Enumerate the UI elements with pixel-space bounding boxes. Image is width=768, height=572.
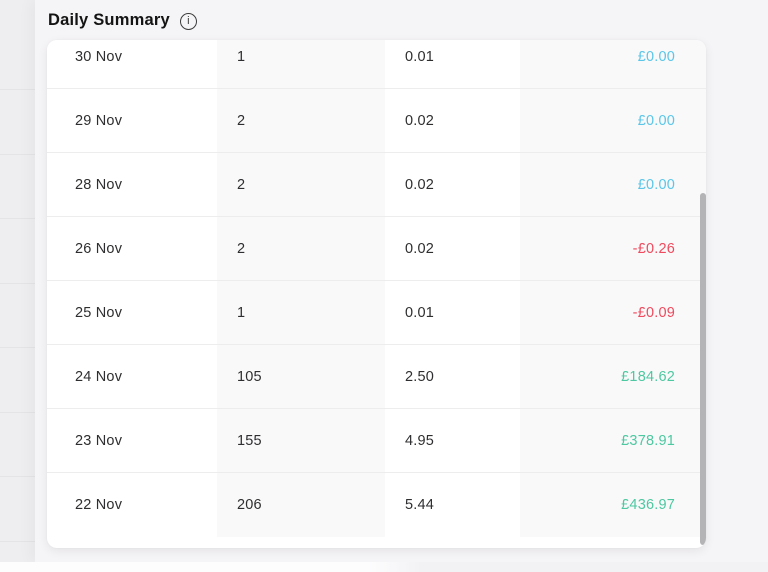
cell-count: 155 [217, 409, 385, 472]
cell-value: 0.02 [385, 217, 520, 280]
cell-count: 2 [217, 153, 385, 216]
daily-summary-card: 30 Nov 1 0.01 £0.00 29 Nov 2 0.02 £0.00 … [47, 40, 706, 548]
table-row: 28 Nov 2 0.02 £0.00 [47, 153, 706, 217]
cell-value: 0.01 [385, 281, 520, 344]
cell-value: 0.01 [385, 40, 520, 88]
cell-value: 2.50 [385, 345, 520, 408]
page-title: Daily Summary [48, 10, 170, 29]
cell-value: 0.02 [385, 153, 520, 216]
background-strip [0, 562, 768, 572]
cell-date: 26 Nov [47, 217, 217, 280]
cell-date: 30 Nov [47, 40, 217, 88]
table-row: 24 Nov 105 2.50 £184.62 [47, 345, 706, 409]
cell-amount: £184.62 [520, 345, 706, 408]
cell-amount: £0.00 [520, 89, 706, 152]
table-row: 23 Nov 155 4.95 £378.91 [47, 409, 706, 473]
daily-summary-table-body: 30 Nov 1 0.01 £0.00 29 Nov 2 0.02 £0.00 … [47, 40, 706, 537]
table-row: 30 Nov 1 0.01 £0.00 [47, 40, 706, 89]
cell-amount: £0.00 [520, 153, 706, 216]
cell-amount: £0.00 [520, 40, 706, 88]
table-row: 22 Nov 206 5.44 £436.97 [47, 473, 706, 537]
cell-date: 29 Nov [47, 89, 217, 152]
cell-amount: £436.97 [520, 473, 706, 537]
table-row: 26 Nov 2 0.02 -£0.26 [47, 217, 706, 281]
vertical-scrollbar-thumb[interactable] [700, 193, 706, 545]
table-row: 25 Nov 1 0.01 -£0.09 [47, 281, 706, 345]
cell-count: 206 [217, 473, 385, 537]
cell-date: 25 Nov [47, 281, 217, 344]
table-row: 29 Nov 2 0.02 £0.00 [47, 89, 706, 153]
cell-date: 23 Nov [47, 409, 217, 472]
cell-amount: -£0.26 [520, 217, 706, 280]
cell-amount: -£0.09 [520, 281, 706, 344]
cell-count: 105 [217, 345, 385, 408]
cell-value: 5.44 [385, 473, 520, 537]
cell-date: 24 Nov [47, 345, 217, 408]
cell-count: 1 [217, 281, 385, 344]
cell-count: 2 [217, 89, 385, 152]
cell-count: 1 [217, 40, 385, 88]
cell-count: 2 [217, 217, 385, 280]
cell-date: 28 Nov [47, 153, 217, 216]
cell-value: 4.95 [385, 409, 520, 472]
daily-summary-panel: Daily Summary i 30 Nov 1 0.01 £0.00 29 N… [35, 0, 768, 562]
info-icon[interactable]: i [179, 12, 197, 30]
panel-header: Daily Summary i [35, 0, 768, 33]
cell-amount: £378.91 [520, 409, 706, 472]
cell-value: 0.02 [385, 89, 520, 152]
cell-date: 22 Nov [47, 473, 217, 537]
